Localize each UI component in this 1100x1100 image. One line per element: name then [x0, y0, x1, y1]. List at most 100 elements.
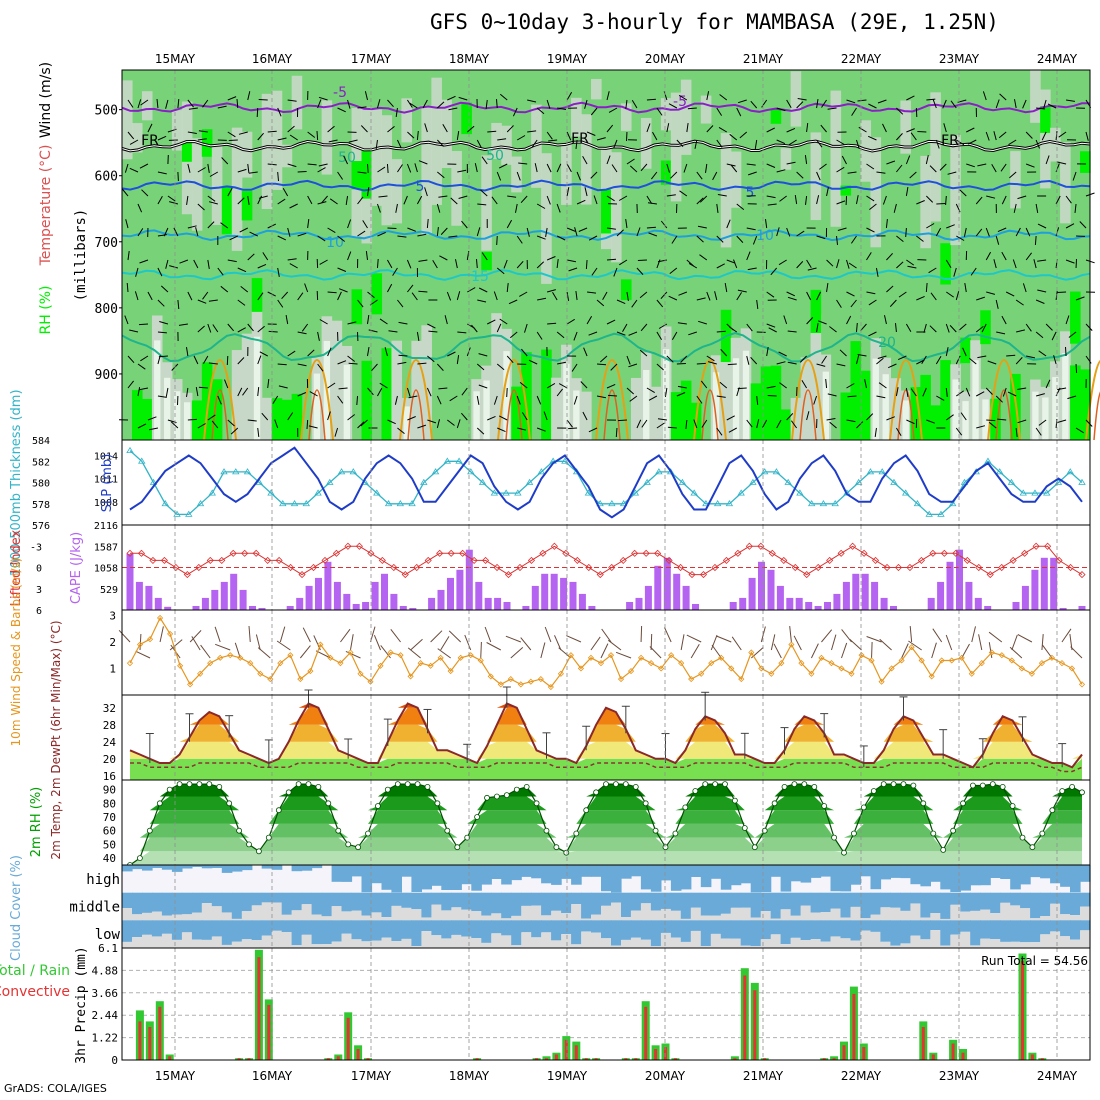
cloud-gap-cell — [481, 942, 492, 948]
rh-marker — [741, 825, 748, 831]
wind-barb — [478, 384, 488, 389]
wind-barb — [187, 131, 197, 134]
date-label-bottom: 20MAY — [645, 1069, 686, 1083]
cloud-gap-cell — [481, 915, 492, 921]
wind-barb — [946, 414, 954, 421]
thickness-marker — [960, 478, 969, 485]
wind-barb — [297, 171, 307, 173]
lifted-index-marker — [906, 563, 914, 572]
wind-barb — [177, 171, 179, 182]
wind-barb — [866, 413, 874, 421]
wind-barb — [304, 283, 309, 293]
wind-barb — [337, 235, 346, 242]
wind-barb — [849, 638, 862, 651]
wind-barb — [428, 330, 438, 333]
wind-barb — [607, 394, 618, 397]
wind-barb — [737, 99, 747, 104]
wind-barb — [159, 321, 169, 325]
rh-marker — [979, 782, 986, 789]
wind-barb — [187, 99, 194, 108]
rh-moist-patch — [940, 360, 951, 440]
wind-barb — [544, 626, 552, 643]
wind-barb — [896, 133, 903, 141]
left-tick-label: 582 — [32, 457, 50, 468]
cape-bar — [484, 597, 492, 610]
wind-barb — [993, 259, 997, 269]
wind-barb — [1053, 355, 1057, 365]
wind-speed-marker — [146, 636, 154, 643]
cloud-gap-cell — [301, 934, 313, 948]
wind-barb — [519, 382, 528, 389]
wind-barb — [301, 323, 309, 332]
date-label-bottom: 18MAY — [449, 1069, 490, 1083]
cape-bar — [795, 597, 803, 610]
cloud-cell — [850, 892, 862, 907]
wind-barb — [696, 362, 706, 365]
wind-barb — [1057, 291, 1067, 293]
cloud-cell — [720, 865, 732, 890]
wind-barb — [169, 265, 179, 269]
cloud-gap-cell — [621, 939, 632, 948]
wind-barb — [317, 167, 326, 173]
wind-barb — [397, 427, 405, 434]
wind-barb — [836, 363, 846, 367]
date-label-top: 18MAY — [449, 52, 490, 66]
wind-barb — [1041, 634, 1044, 651]
wind-barb — [656, 422, 665, 429]
wind-barb — [588, 427, 598, 433]
cloud-gap-cell — [890, 945, 901, 948]
wind-barb — [968, 357, 977, 365]
wind-barb — [993, 131, 997, 141]
wind-barb — [776, 227, 780, 237]
thickness-marker — [561, 457, 569, 464]
cloud-cell — [201, 865, 213, 869]
rh-very-dry-patch — [183, 402, 191, 440]
wind-barb — [1017, 634, 1033, 643]
rh-very-dry-patch — [972, 360, 979, 440]
wind-barb — [750, 100, 758, 109]
wind-barb — [347, 99, 351, 109]
lifted-index-marker — [539, 549, 547, 557]
wind-barb — [778, 259, 787, 266]
cape-bar — [352, 604, 360, 610]
precip-convective-bar — [594, 1058, 598, 1060]
cape-bar — [381, 573, 388, 610]
wind-barb — [262, 252, 269, 261]
cloud-cell — [221, 892, 233, 913]
cloud-cell — [581, 920, 592, 932]
precip-convective-bar — [763, 1058, 767, 1060]
wind-barb — [397, 235, 407, 238]
cloud-gap-cell — [660, 908, 672, 921]
wind-barb — [337, 395, 344, 404]
rh-fill-band — [130, 810, 1082, 824]
wind-barb — [829, 421, 837, 429]
thickness-marker — [537, 468, 546, 475]
cape-bar — [946, 561, 954, 610]
rh-moist-patch — [251, 278, 263, 312]
wind-barb — [377, 203, 381, 213]
cape-bar — [343, 593, 351, 610]
wind-barb — [657, 259, 667, 263]
wind-barb — [456, 419, 461, 429]
wind-barb — [897, 355, 907, 361]
cape-bar — [145, 585, 153, 610]
lifted-index-marker — [963, 556, 971, 564]
wind-barb — [467, 287, 476, 293]
cape-bar — [569, 581, 577, 610]
wind-barb — [282, 187, 289, 197]
wind-barb — [329, 198, 338, 205]
cloud-gap-cell — [351, 939, 363, 948]
wind-speed-marker — [627, 668, 635, 675]
cloud-cell — [142, 920, 153, 935]
cloud-cell — [990, 920, 1001, 940]
wind-barb — [886, 285, 894, 293]
wind-barb — [417, 424, 427, 429]
wind-barb — [866, 227, 875, 233]
cloud-cell — [700, 865, 712, 888]
rh-marker — [176, 781, 183, 787]
wind-barb — [448, 107, 458, 111]
cloud-gap-cell — [920, 939, 931, 948]
wind-barb — [929, 165, 937, 173]
wind-barb — [486, 642, 502, 651]
wind-barb — [773, 643, 782, 659]
